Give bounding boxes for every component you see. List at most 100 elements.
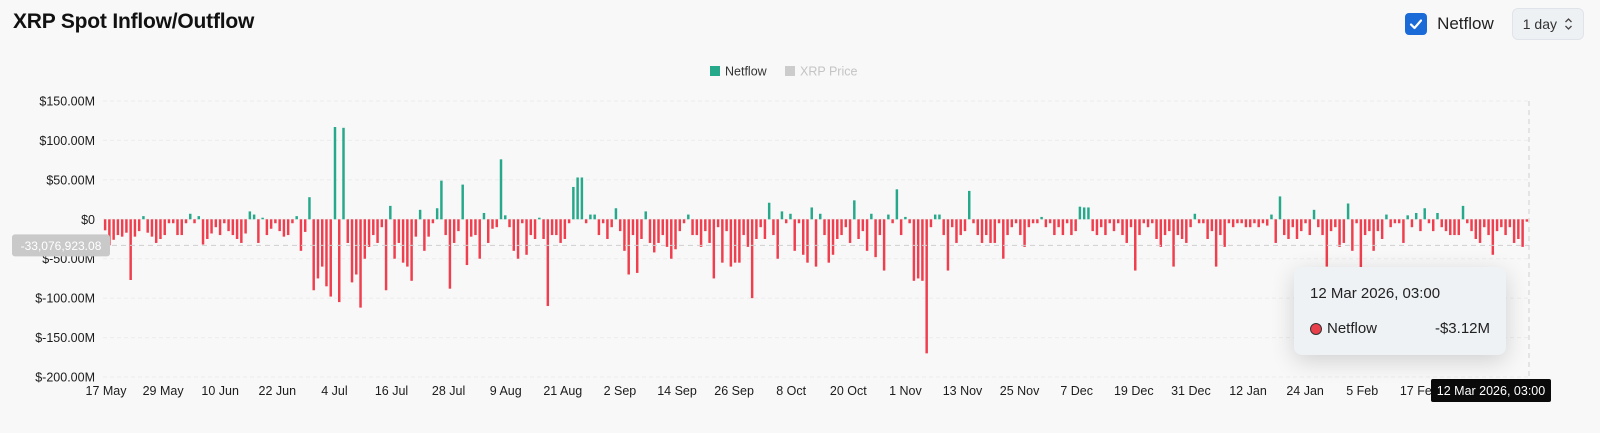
y-tick-label: $-100.00M	[35, 292, 95, 306]
netflow-bar	[891, 219, 894, 224]
netflow-bar	[793, 219, 796, 251]
netflow-bar	[1338, 219, 1341, 247]
netflow-bar	[248, 211, 252, 220]
tooltip-series-dot	[1310, 322, 1322, 335]
interval-select[interactable]: 1 day	[1511, 8, 1584, 40]
netflow-bar	[687, 214, 690, 220]
x-tick-label: 9 Aug	[490, 384, 522, 398]
netflow-bar	[206, 219, 209, 239]
netflow-bar	[993, 219, 997, 243]
netflow-bar	[1078, 206, 1082, 220]
netflow-bar	[874, 219, 877, 258]
netflow-bar	[670, 219, 673, 259]
netflow-bar	[725, 219, 728, 232]
netflow-bar	[1491, 219, 1495, 255]
netflow-bar	[1206, 219, 1209, 239]
netflow-bar	[1185, 219, 1188, 243]
netflow-bar	[1470, 219, 1473, 232]
netflow-bar	[1474, 219, 1478, 239]
netflow-bar	[840, 219, 843, 236]
netflow-bar	[878, 219, 882, 236]
netflow-checkbox[interactable]	[1405, 13, 1428, 35]
netflow-bars	[103, 127, 1529, 354]
legend-item-netflow[interactable]: Netflow	[725, 65, 768, 79]
netflow-bar	[1483, 219, 1486, 228]
netflow-bar	[1308, 219, 1312, 236]
netflow-bar	[916, 219, 920, 279]
netflow-bar	[1053, 219, 1056, 236]
netflow-bar	[704, 219, 707, 232]
netflow-bar	[682, 219, 686, 224]
netflow-bar	[572, 186, 575, 220]
netflow-bar	[487, 219, 490, 243]
netflow-bar	[163, 219, 166, 236]
x-tick-label: 12 Jan	[1229, 384, 1267, 398]
netflow-bar	[1121, 219, 1124, 236]
netflow-bar	[1300, 219, 1303, 232]
netflow-bar	[1287, 219, 1290, 239]
netflow-bar	[699, 219, 703, 247]
netflow-bar	[431, 219, 435, 224]
netflow-bar	[904, 216, 907, 220]
netflow-bar	[367, 219, 371, 247]
netflow-bar	[1385, 214, 1388, 220]
netflow-bar	[1495, 219, 1499, 232]
netflow-bar	[1517, 219, 1520, 239]
netflow-bar	[1504, 219, 1507, 236]
netflow-bar	[303, 219, 307, 232]
netflow-bar	[1427, 219, 1431, 224]
netflow-bar	[1363, 219, 1367, 236]
netflow-bar	[559, 219, 562, 243]
netflow-bar	[384, 219, 388, 291]
netflow-bar	[784, 219, 788, 224]
netflow-bar	[193, 219, 196, 224]
netflow-bar	[197, 216, 201, 220]
netflow-bar	[338, 219, 341, 303]
netflow-bar	[972, 219, 975, 224]
netflow-bar	[1142, 219, 1145, 224]
netflow-bar	[1248, 219, 1252, 228]
netflow-bar	[295, 216, 298, 220]
netflow-bar	[1334, 219, 1337, 228]
netflow-bar	[1197, 219, 1201, 224]
x-tick-label: 25 Nov	[1000, 384, 1040, 398]
netflow-bar	[1321, 219, 1324, 236]
netflow-bar	[627, 219, 630, 275]
netflow-bar	[985, 219, 988, 236]
netflow-bar	[218, 219, 222, 236]
netflow-bar	[1393, 219, 1397, 224]
netflow-bar	[657, 219, 660, 243]
y-tick-label: $-150.00M	[35, 331, 95, 345]
netflow-bar	[133, 219, 137, 237]
x-tick-label: 5 Feb	[1346, 384, 1378, 398]
netflow-bar	[1168, 219, 1171, 232]
y-tick-label: $100.00M	[39, 134, 95, 148]
netflow-bar	[129, 219, 132, 281]
netflow-bar	[1031, 219, 1035, 224]
netflow-bar	[1040, 216, 1043, 220]
netflow-bar	[750, 219, 754, 299]
legend-item-xrp-price[interactable]: XRP Price	[800, 65, 857, 79]
netflow-bar	[440, 180, 443, 220]
netflow-checkbox-label[interactable]: Netflow	[1437, 14, 1494, 33]
netflow-bar	[555, 219, 558, 236]
netflow-bar	[286, 219, 290, 236]
netflow-bar	[1027, 219, 1031, 228]
x-tick-label: 14 Sep	[657, 384, 697, 398]
netflow-bar	[742, 219, 745, 236]
netflow-bar	[461, 184, 464, 220]
x-tick-label: 1 Nov	[889, 384, 922, 398]
netflow-bar	[1389, 219, 1392, 228]
netflow-bar	[1210, 219, 1214, 232]
netflow-bar	[1082, 207, 1086, 220]
netflow-bar	[968, 190, 971, 220]
netflow-bar	[938, 214, 941, 220]
netflow-bar	[614, 208, 618, 220]
netflow-bar	[1138, 219, 1141, 236]
netflow-bar	[580, 177, 584, 220]
netflow-bar	[1329, 219, 1333, 232]
tooltip-row-netflow: Netflow -$3.12M	[1310, 320, 1490, 337]
netflow-bar	[499, 159, 503, 220]
netflow-bar	[1380, 219, 1384, 239]
